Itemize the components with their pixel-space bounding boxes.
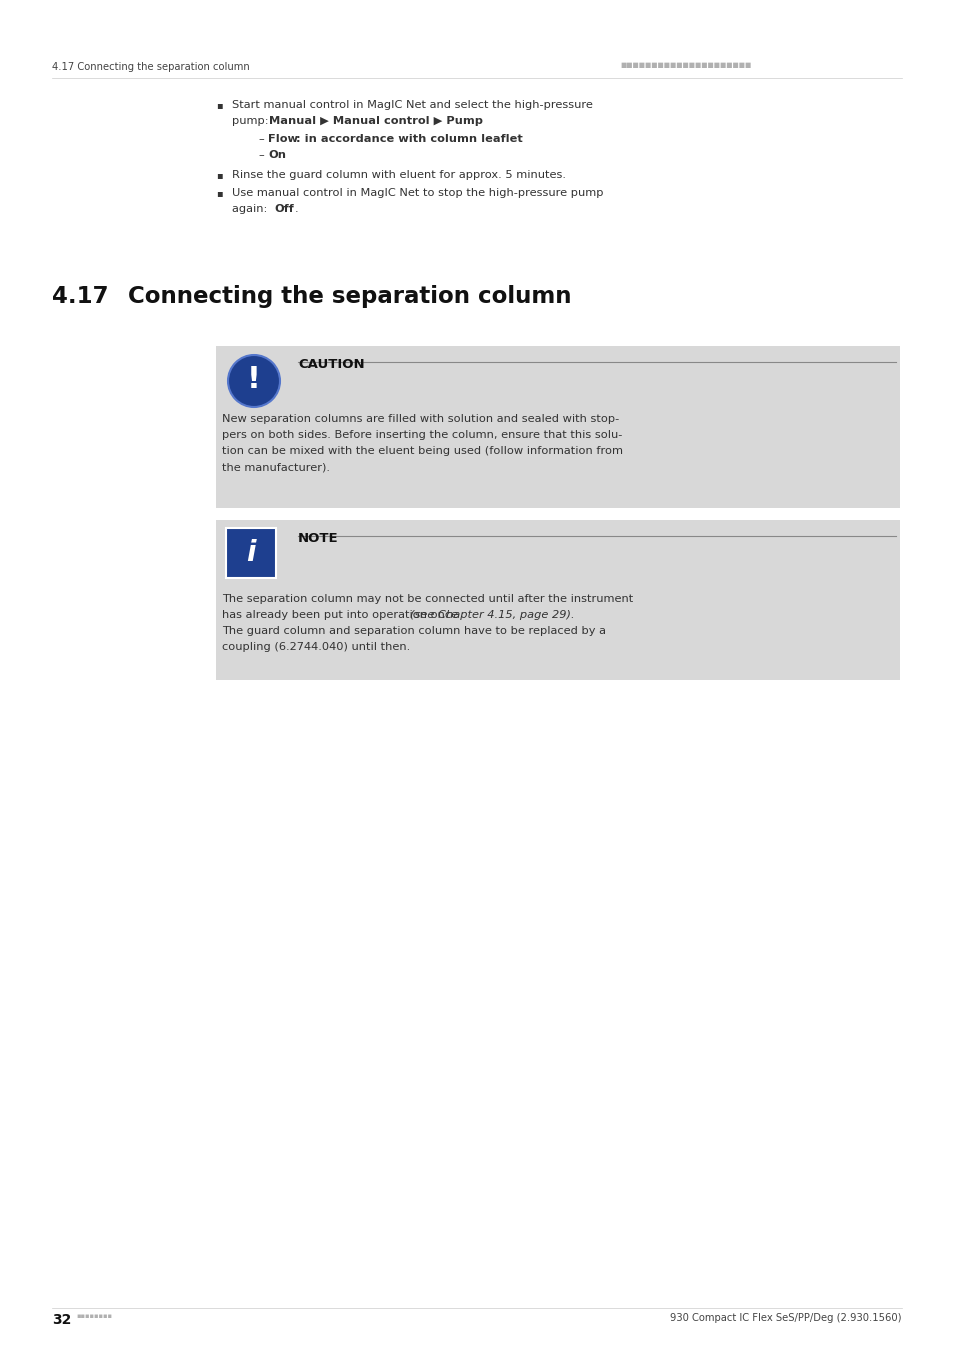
- Text: New separation columns are filled with solution and sealed with stop-: New separation columns are filled with s…: [222, 414, 618, 424]
- Text: ▪▪▪▪▪▪▪▪: ▪▪▪▪▪▪▪▪: [76, 1314, 112, 1319]
- Text: !: !: [247, 366, 261, 394]
- Text: Connecting the separation column: Connecting the separation column: [128, 285, 571, 308]
- Text: .: .: [294, 204, 298, 215]
- Bar: [215, 520, 899, 680]
- Text: pump:: pump:: [232, 116, 272, 126]
- Text: pers on both sides. Before inserting the column, ensure that this solu-: pers on both sides. Before inserting the…: [222, 431, 621, 440]
- Text: NOTE: NOTE: [297, 532, 338, 545]
- Text: coupling (6.2744.040) until then.: coupling (6.2744.040) until then.: [222, 643, 410, 652]
- Text: 32: 32: [52, 1314, 71, 1327]
- Ellipse shape: [228, 355, 280, 406]
- Text: –: –: [257, 150, 263, 161]
- Text: Flow: Flow: [268, 134, 297, 144]
- Text: –: –: [257, 134, 263, 144]
- Text: 4.17: 4.17: [52, 285, 109, 308]
- Text: 930 Compact IC Flex SeS/PP/Deg (2.930.1560): 930 Compact IC Flex SeS/PP/Deg (2.930.15…: [670, 1314, 901, 1323]
- Text: has already been put into operation once: has already been put into operation once: [222, 610, 461, 620]
- Text: CAUTION: CAUTION: [297, 358, 364, 371]
- Text: ■■■■■■■■■■■■■■■■■■■■■: ■■■■■■■■■■■■■■■■■■■■■: [619, 62, 750, 68]
- Text: The separation column may not be connected until after the instrument: The separation column may not be connect…: [222, 594, 633, 603]
- Text: ▪: ▪: [215, 100, 222, 109]
- Text: again:: again:: [232, 204, 271, 215]
- Text: Use manual control in MagIC Net to stop the high-pressure pump: Use manual control in MagIC Net to stop …: [232, 188, 603, 198]
- Text: The guard column and separation column have to be replaced by a: The guard column and separation column h…: [222, 626, 605, 636]
- Text: On: On: [268, 150, 286, 161]
- Text: Rinse the guard column with eluent for approx. 5 minutes.: Rinse the guard column with eluent for a…: [232, 170, 565, 180]
- Bar: [215, 346, 899, 508]
- Text: Manual ▶ Manual control ▶ Pump: Manual ▶ Manual control ▶ Pump: [269, 116, 482, 126]
- Text: the manufacturer).: the manufacturer).: [222, 462, 330, 472]
- Text: ▪: ▪: [215, 170, 222, 180]
- Text: 4.17 Connecting the separation column: 4.17 Connecting the separation column: [52, 62, 250, 72]
- Text: Start manual control in MagIC Net and select the high-pressure: Start manual control in MagIC Net and se…: [232, 100, 592, 109]
- Text: Off: Off: [274, 204, 294, 215]
- Text: tion can be mixed with the eluent being used (follow information from: tion can be mixed with the eluent being …: [222, 446, 622, 456]
- Text: (see Chapter 4.15, page 29).: (see Chapter 4.15, page 29).: [410, 610, 574, 620]
- Text: i: i: [246, 539, 255, 567]
- FancyBboxPatch shape: [226, 528, 275, 578]
- Text: ▪: ▪: [215, 188, 222, 198]
- Text: : in accordance with column leaflet: : in accordance with column leaflet: [295, 134, 522, 144]
